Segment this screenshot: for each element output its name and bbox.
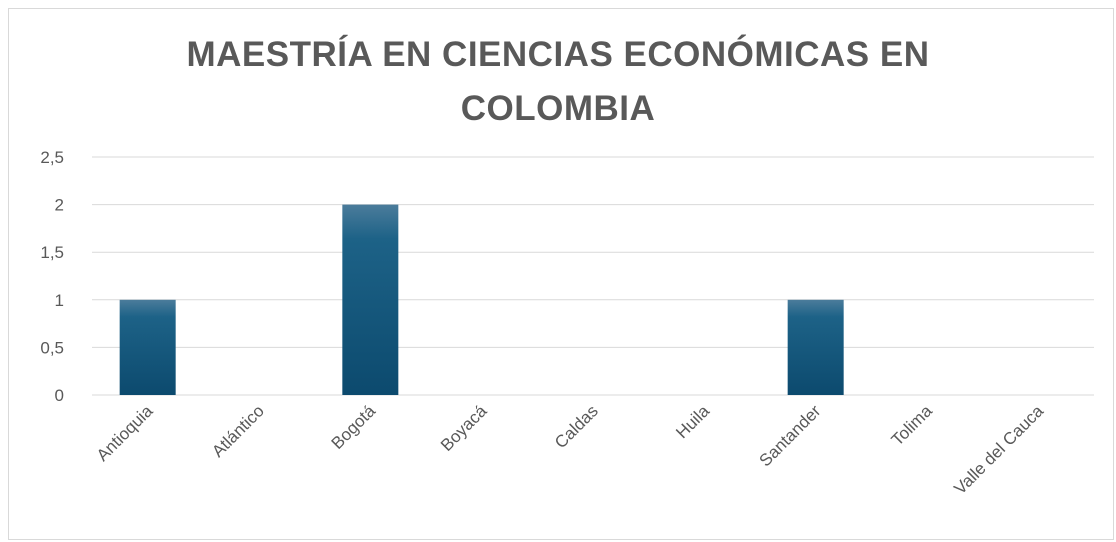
x-category-label: Tolima <box>888 401 937 450</box>
x-category-label: Antioquia <box>93 401 157 465</box>
y-tick-label: 0,5 <box>40 338 64 357</box>
y-tick-label: 2 <box>55 196 64 215</box>
x-category-label: Valle del Cauca <box>950 401 1047 498</box>
y-tick-label: 1 <box>55 291 64 310</box>
y-tick-label: 0 <box>55 386 64 405</box>
x-category-label: Boyacá <box>437 401 491 455</box>
x-category-label: Caldas <box>551 401 602 452</box>
x-axis-labels: Antioquia Atlántico Bogotá Boyacá Caldas Huil… <box>93 401 1048 498</box>
gridlines <box>92 156 1094 396</box>
x-category-label: Santander <box>756 401 825 470</box>
chart-title: MAESTRÍA EN CIENCIAS ECONÓMICAS EN COLOM… <box>186 35 930 128</box>
chart-frame <box>8 8 1114 540</box>
x-category-label: Bogotá <box>328 401 380 453</box>
bars <box>119 204 844 395</box>
x-category-label: Atlántico <box>208 401 268 461</box>
y-axis-ticks: 0 0,5 1 1,5 2 2,5 <box>40 148 64 405</box>
bar-antioquia <box>119 299 176 395</box>
x-category-label: Huila <box>672 401 713 442</box>
y-tick-label: 1,5 <box>40 243 64 262</box>
bar-santander <box>787 299 844 395</box>
y-tick-label: 2,5 <box>40 148 64 167</box>
bar-bogotá <box>342 204 399 395</box>
